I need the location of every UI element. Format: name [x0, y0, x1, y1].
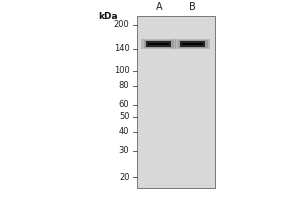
Bar	[148, 43, 169, 45]
Text: 30: 30	[119, 146, 129, 155]
Text: 50: 50	[119, 112, 129, 121]
Text: 200: 200	[114, 20, 129, 29]
Bar	[141, 39, 176, 49]
Text: A: A	[155, 2, 162, 12]
Bar	[182, 43, 203, 45]
Bar	[180, 41, 205, 47]
Bar	[175, 39, 210, 49]
Text: B: B	[189, 2, 196, 12]
Bar	[180, 41, 205, 47]
Text: 40: 40	[119, 127, 129, 136]
Text: kDa: kDa	[98, 12, 118, 21]
Text: 20: 20	[119, 173, 129, 182]
Text: 60: 60	[119, 100, 129, 109]
Bar	[144, 40, 174, 48]
Bar	[146, 41, 171, 47]
Bar	[146, 41, 171, 47]
Text: 80: 80	[119, 81, 129, 90]
Text: 100: 100	[114, 66, 129, 75]
Bar	[178, 40, 208, 48]
Text: 140: 140	[114, 44, 129, 53]
Bar	[137, 16, 215, 188]
